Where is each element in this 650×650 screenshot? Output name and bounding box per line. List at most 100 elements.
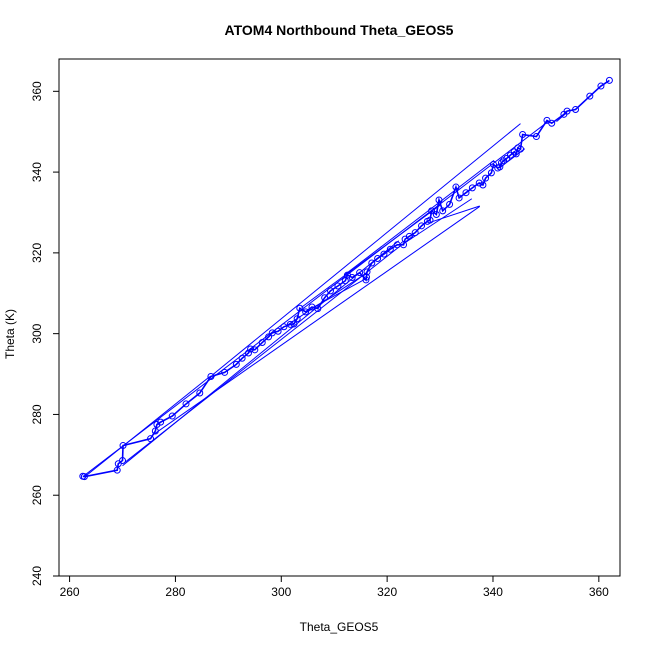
- data-point: [244, 349, 252, 357]
- data-point: [519, 131, 527, 139]
- data-point: [428, 207, 436, 215]
- data-point: [119, 442, 127, 450]
- data-point: [380, 250, 388, 258]
- data-point: [496, 163, 504, 171]
- data-point: [411, 229, 419, 237]
- data-point: [247, 345, 255, 353]
- data-point: [238, 354, 246, 362]
- data-point: [455, 194, 463, 202]
- data-point: [293, 315, 301, 323]
- data-point: [280, 323, 288, 331]
- data-point: [232, 360, 240, 368]
- data-point: [586, 92, 594, 100]
- data-point: [196, 389, 204, 397]
- data-point: [290, 320, 298, 328]
- x-axis-label: Theta_GEOS5: [300, 620, 379, 634]
- trajectory-segment: [429, 205, 480, 224]
- trajectory-segment: [84, 376, 211, 478]
- data-point: [258, 339, 266, 347]
- y-tick-label: 340: [30, 162, 44, 182]
- x-tick-label: 320: [377, 585, 397, 599]
- data-point: [490, 160, 498, 168]
- data-point: [153, 421, 161, 429]
- trajectory-segment: [212, 123, 521, 376]
- data-point: [265, 333, 273, 341]
- data-point: [517, 145, 525, 153]
- y-tick-label: 260: [30, 485, 44, 505]
- data-point: [563, 107, 571, 115]
- trajectory-segment: [301, 204, 441, 308]
- data-point: [321, 294, 329, 302]
- y-tick-label: 300: [30, 323, 44, 343]
- data-point: [497, 159, 505, 167]
- chart-title: ATOM4 Northbound Theta_GEOS5: [225, 22, 454, 38]
- y-axis-label: Theta (K): [3, 309, 17, 359]
- data-point: [80, 473, 88, 481]
- x-tick-label: 280: [165, 585, 185, 599]
- y-tick-label: 320: [30, 243, 44, 263]
- data-point: [452, 183, 460, 191]
- trajectory-segment: [402, 198, 473, 245]
- data-point: [147, 435, 155, 443]
- data-point: [597, 82, 605, 90]
- data-point: [432, 211, 440, 219]
- data-point: [446, 200, 454, 208]
- data-point: [435, 196, 443, 204]
- data-point: [119, 456, 127, 464]
- data-point: [479, 181, 487, 189]
- data-point: [362, 273, 370, 281]
- data-point: [274, 327, 282, 335]
- data-point: [356, 269, 364, 277]
- data-point: [363, 268, 371, 276]
- x-tick-label: 300: [271, 585, 291, 599]
- data-point: [548, 119, 556, 127]
- data-point: [151, 427, 159, 435]
- x-tick-label: 360: [589, 585, 609, 599]
- data-point: [405, 232, 413, 240]
- data-point: [439, 207, 447, 215]
- data-point: [386, 245, 394, 253]
- y-tick-label: 240: [30, 566, 44, 586]
- data-point: [426, 216, 434, 224]
- data-point: [475, 179, 483, 187]
- data-point: [302, 308, 310, 316]
- data-point: [572, 105, 580, 113]
- data-point: [157, 418, 165, 426]
- y-axis: 240 260 280 300 320 340 360: [30, 81, 60, 586]
- data-point: [168, 412, 176, 420]
- data-point: [362, 276, 370, 284]
- x-tick-label: 340: [483, 585, 503, 599]
- line-segments: [83, 111, 568, 478]
- trajectory-segment: [344, 159, 495, 276]
- data-point: [327, 287, 335, 295]
- data-point: [251, 346, 259, 354]
- data-point: [462, 189, 470, 197]
- trajectory-segment: [151, 206, 481, 436]
- data-point: [482, 174, 490, 182]
- data-point: [113, 466, 121, 474]
- data-point: [286, 320, 294, 328]
- data-point: [374, 255, 382, 263]
- series-line: [82, 79, 610, 478]
- data-point: [348, 274, 356, 282]
- data-point: [605, 76, 613, 84]
- data-point: [510, 148, 518, 156]
- data-point: [296, 304, 304, 312]
- data-point: [418, 222, 426, 230]
- data-points: [79, 76, 613, 481]
- y-tick-label: 360: [30, 81, 44, 101]
- trajectory-segment: [83, 120, 549, 477]
- data-point: [221, 368, 229, 376]
- data-point: [487, 169, 495, 177]
- data-point: [182, 400, 190, 408]
- data-point: [468, 184, 476, 192]
- x-tick-label: 260: [60, 585, 80, 599]
- x-axis: 260 280 300 320 340 360: [60, 575, 609, 599]
- data-point: [368, 259, 376, 267]
- data-point: [334, 282, 342, 290]
- data-point: [532, 133, 540, 141]
- data-point: [207, 372, 215, 380]
- data-point: [314, 305, 322, 313]
- y-tick-label: 280: [30, 404, 44, 424]
